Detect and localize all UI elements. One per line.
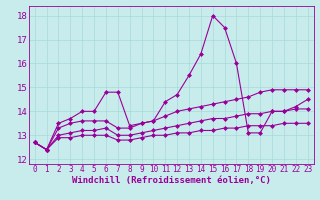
X-axis label: Windchill (Refroidissement éolien,°C): Windchill (Refroidissement éolien,°C): [72, 176, 271, 185]
